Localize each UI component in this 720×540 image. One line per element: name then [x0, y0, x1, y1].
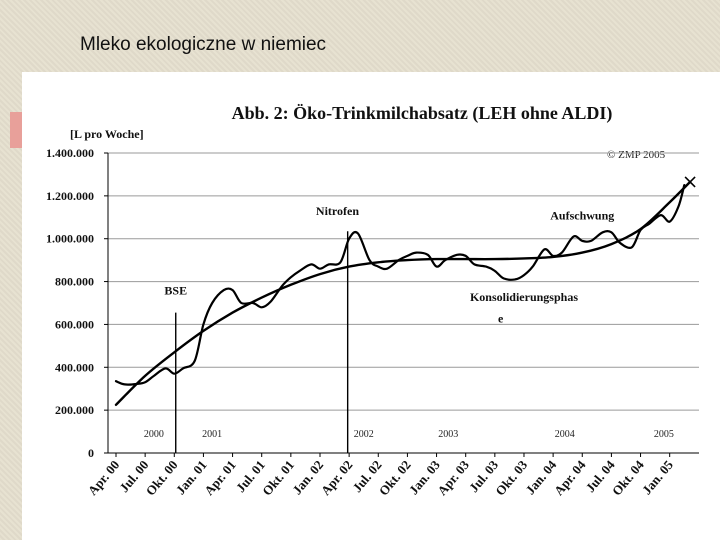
x-tick-label: Apr. 02 [318, 457, 356, 498]
y-tick-label: 400.000 [55, 360, 94, 374]
y-axis-label: [L pro Woche] [70, 127, 144, 141]
chart: Abb. 2: Öko-Trinkmilchabsatz (LEH ohne A… [46, 103, 699, 499]
slide-title: Mleko ekologiczne w niemiec [80, 34, 327, 55]
x-tick-label: Okt. 04 [609, 457, 647, 499]
chart-panel: Abb. 2: Öko-Trinkmilchabsatz (LEH ohne A… [22, 72, 720, 540]
trend-end-marker [684, 176, 696, 188]
y-tick-label: 600.000 [55, 317, 94, 331]
sales-line [114, 184, 686, 386]
year-label: 2002 [354, 429, 374, 440]
annotation-label: Nitrofen [316, 204, 359, 218]
year-label: 2003 [438, 429, 458, 440]
annotations: BSE Nitrofen Aufschwung Konsolidierungsphas… [164, 204, 614, 325]
series-lines [114, 176, 696, 406]
y-tick-label: 800.000 [55, 275, 94, 289]
gridlines [108, 152, 699, 411]
chart-title: Abb. 2: Öko-Trinkmilchabsatz (LEH ohne A… [232, 103, 613, 124]
x-tick-label: Apr. 04 [551, 457, 589, 498]
x-tick-label: Okt. 02 [376, 457, 414, 498]
y-tick-label: 0 [88, 446, 94, 460]
year-labels: 2000 2001 2002 2003 2004 2005 [144, 429, 674, 440]
x-tick-label: Apr. 01 [201, 457, 239, 498]
y-tick-label: 1.400.000 [46, 146, 94, 160]
y-tick-label: 200.000 [55, 403, 94, 417]
x-tick-label: Okt. 01 [259, 457, 297, 498]
x-tick-label: Okt. 03 [492, 457, 530, 499]
annotation-label: Aufschwung [550, 208, 614, 222]
x-tick-label: Jan. 05 [639, 457, 676, 497]
year-label: 2001 [202, 429, 222, 440]
x-tick-label: Okt. 00 [143, 457, 181, 498]
trend-line [114, 180, 692, 406]
annotation-label: Konsolidierungsphas [470, 290, 578, 304]
y-axis-ticks: 0 200.000 400.000 600.000 800.000 1.000.000 1.… [46, 146, 108, 460]
annotation-label: BSE [164, 283, 187, 297]
year-label: 2005 [654, 429, 674, 440]
y-tick-label: 1.200.000 [46, 189, 94, 203]
x-tick-label: Apr. 03 [434, 457, 472, 498]
y-tick-label: 1.000.000 [46, 232, 94, 246]
annotation-label: e [498, 311, 504, 325]
year-label: 2004 [555, 429, 575, 440]
year-label: 2000 [144, 429, 164, 440]
x-tick-label: Apr. 00 [85, 457, 123, 498]
event-lines [175, 231, 349, 453]
copyright-label: © ZMP 2005 [607, 149, 666, 161]
